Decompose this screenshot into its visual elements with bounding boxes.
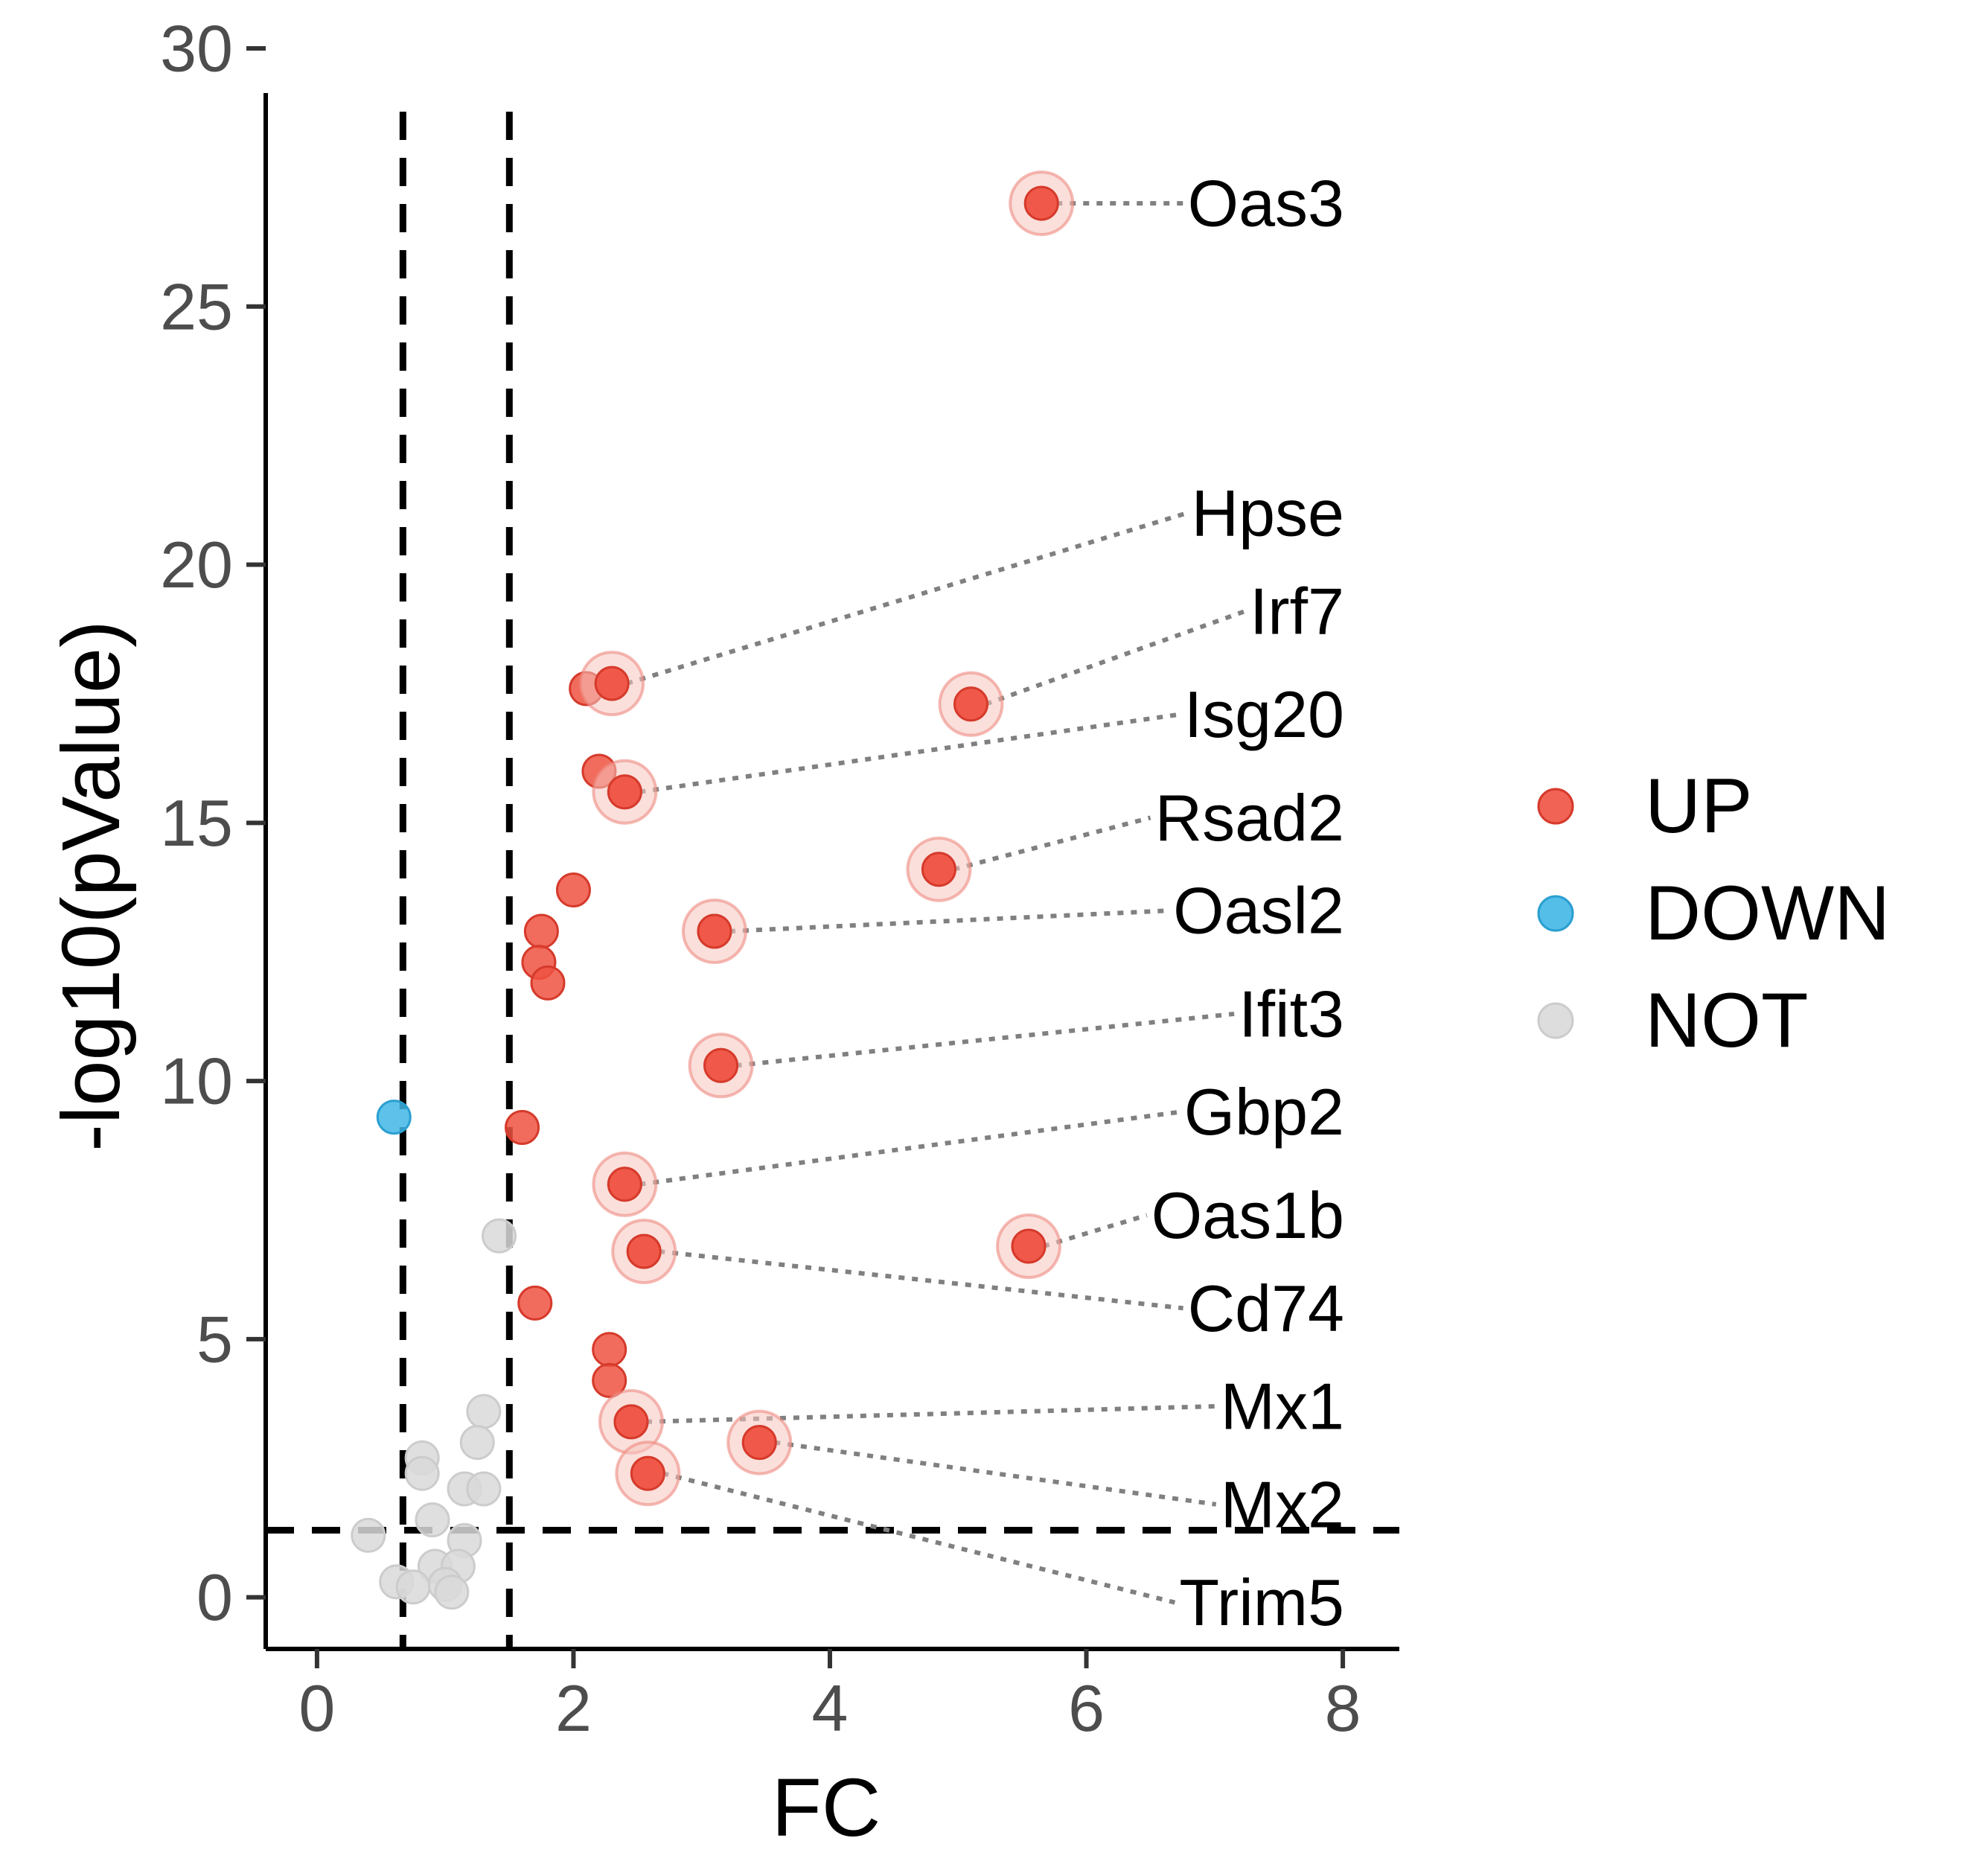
gene-label: Gbp2 [1184, 1075, 1344, 1149]
data-point-not [404, 1455, 440, 1491]
data-point-down [376, 1100, 412, 1135]
label-connector [773, 1440, 1217, 1507]
data-point-not [415, 1502, 450, 1538]
x-tick-label: 0 [298, 1671, 335, 1745]
legend-label-not: NOT [1645, 977, 1809, 1064]
label-connector [729, 908, 1169, 934]
data-point-not [466, 1471, 502, 1507]
label-connector [953, 815, 1151, 872]
label-connector [985, 609, 1246, 706]
labeled-point [703, 1047, 739, 1083]
label-connector [662, 1471, 1176, 1605]
gene-label: Trim5 [1179, 1566, 1344, 1639]
gene-label: Oas1b [1151, 1178, 1344, 1252]
label-connector [645, 1404, 1216, 1424]
legend-label-down: DOWN [1645, 870, 1890, 957]
label-connector [658, 1248, 1183, 1311]
labeled-point [594, 666, 630, 701]
data-point-not [466, 1394, 502, 1429]
labeled-point [613, 1404, 649, 1440]
x-tick-label: 6 [1068, 1671, 1105, 1745]
y-tick-label: 10 [160, 1044, 233, 1118]
x-axis-title: FC [772, 1762, 881, 1854]
label-connector [735, 1011, 1235, 1068]
gene-label: Isg20 [1184, 677, 1344, 751]
legend-key-not [1537, 1002, 1574, 1039]
labeled-point [607, 774, 642, 810]
legend-label-up: UP [1645, 763, 1752, 849]
x-tick-label: 8 [1325, 1671, 1361, 1745]
legend: UP DOWN NOT [1537, 763, 1890, 1064]
data-point-not [459, 1425, 495, 1461]
y-axis-title: -log10(pValue) [45, 620, 137, 1151]
labeled-point [607, 1167, 642, 1202]
data-point-not [395, 1569, 431, 1605]
labeled-point [626, 1234, 662, 1269]
data-point-up [505, 1110, 540, 1146]
x-tick-label: 4 [812, 1671, 849, 1745]
labeled-point [1023, 185, 1059, 221]
gene-labels: Oas3 Hpse Irf7 Isg20 Rsad2 Oasl2 Ifit3 Gbp2 Oas1… [1151, 167, 1344, 1640]
gene-label: Irf7 [1250, 574, 1344, 648]
data-point-not [434, 1574, 470, 1610]
axes: 0 5 10 15 20 25 30 0 2 4 6 8 [160, 12, 1399, 1745]
label-connector [639, 1109, 1180, 1187]
gene-label: Oas3 [1188, 167, 1344, 240]
y-tick-label: 20 [160, 528, 233, 602]
data-point-up [592, 1362, 627, 1398]
legend-key-up [1537, 788, 1574, 825]
labeled-point [741, 1425, 777, 1461]
labeled-point [953, 686, 988, 722]
data-point-up [523, 913, 559, 949]
data-point-up [555, 872, 591, 907]
data-point-up [517, 1285, 553, 1321]
labeled-point [1011, 1228, 1047, 1264]
data-point-up [530, 965, 566, 1001]
y-tick-label: 30 [160, 12, 233, 86]
gene-label: Hpse [1192, 476, 1344, 550]
label-connector [639, 712, 1180, 794]
gene-label: Mx1 [1221, 1370, 1344, 1443]
x-tick-label: 2 [555, 1671, 592, 1745]
data-points [351, 170, 1075, 1610]
labeled-point [921, 852, 956, 887]
label-connector [626, 511, 1188, 686]
y-tick-label: 15 [160, 786, 233, 860]
data-point-not [482, 1218, 517, 1254]
gene-label: Rsad2 [1155, 781, 1344, 855]
data-point-not [351, 1517, 386, 1553]
y-tick-label: 0 [196, 1560, 233, 1634]
gene-label: Mx2 [1221, 1467, 1344, 1541]
gene-label: Oasl2 [1173, 874, 1344, 948]
legend-key-down [1537, 895, 1574, 932]
y-tick-label: 5 [196, 1302, 233, 1376]
gene-label: Ifit3 [1239, 977, 1344, 1050]
data-point-up [592, 1332, 627, 1368]
labeled-point [630, 1455, 665, 1491]
labeled-point [697, 913, 732, 949]
gene-label: Cd74 [1188, 1272, 1344, 1345]
y-tick-label: 25 [160, 269, 233, 343]
